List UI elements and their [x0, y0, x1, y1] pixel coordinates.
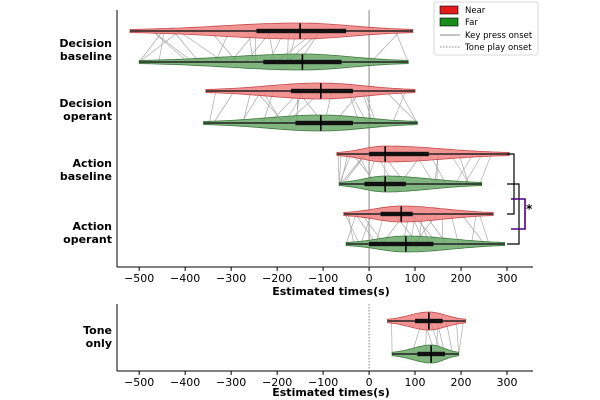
row-label-action-baseline-1: Action [73, 157, 112, 170]
x-tick-label: −100 [308, 376, 338, 389]
connector-group-0-line [178, 30, 225, 63]
bottom-x-ticks: −500 −400 −300 −200 −100 0 100 200 300 [124, 371, 518, 389]
row-label-tone-only-2: only [86, 337, 112, 350]
legend-near-swatch [439, 5, 459, 15]
connector-group-3-line [471, 213, 477, 245]
row-label-action-operant-2: operant [63, 233, 112, 246]
connector-group-3-line [347, 213, 355, 245]
legend-far-swatch [439, 17, 459, 27]
row-label-tone-only-1: Tone [83, 324, 112, 337]
connector-group-1-line [399, 90, 418, 124]
connector-group-2-line [337, 153, 340, 185]
row-label-decision-baseline-2: baseline [60, 50, 112, 63]
top-x-ticks: −500 −400 −300 −200 −100 0 100 200 300 [124, 267, 518, 285]
x-tick-label: −300 [216, 376, 246, 389]
x-tick-label: 100 [405, 272, 426, 285]
bracket-inner-far [507, 183, 520, 245]
significance-star: * [526, 202, 533, 216]
x-tick-label: −100 [308, 272, 338, 285]
connector-group-0-line [138, 30, 181, 63]
connector-group-tone-line [391, 320, 393, 355]
violin-far-3 [345, 235, 506, 253]
connector-group-2-line [464, 153, 483, 185]
connector-group-1-line [385, 90, 418, 124]
bracket-outer [511, 198, 526, 230]
legend-far-label: Far [465, 18, 478, 28]
connector-group-0-line [151, 30, 189, 63]
connector-group-2-line [338, 153, 342, 185]
top-panel: −500 −400 −300 −200 −100 0 100 200 300 Estimated… [116, 10, 533, 298]
violin-near-3-iqr-box [380, 211, 413, 217]
bottom-panel: −500 −400 −300 −200 −100 0 100 200 300 Estimated… [83, 304, 533, 399]
connector-group-3-line [478, 213, 490, 245]
connector-group-2-line [450, 153, 470, 185]
connector-group-tone-line [458, 320, 464, 355]
connector-group-2-line [479, 153, 492, 185]
bottom-x-axis-title: Estimated times(s) [272, 386, 390, 399]
bottom-violins [387, 311, 466, 364]
connector-group-3-line [360, 213, 372, 245]
connector-group-0-line [158, 30, 165, 63]
violin-near-0-iqr-box [256, 28, 347, 34]
connector-group-1-line [241, 90, 262, 124]
x-tick-label: −300 [216, 272, 246, 285]
violin-near-1 [205, 82, 416, 100]
x-tick-label: 300 [497, 272, 518, 285]
significance-brackets: * [507, 153, 533, 245]
x-tick-label: 300 [497, 376, 518, 389]
x-tick-label: −400 [170, 376, 200, 389]
legend-near-label: Near [465, 6, 486, 16]
top-x-axis-title: Estimated times(s) [272, 285, 390, 298]
top-violins [129, 22, 510, 253]
x-tick-label: 200 [451, 272, 472, 285]
connector-group-0-line [152, 30, 193, 63]
legend-key-press-label: Key press onset [465, 31, 533, 41]
x-tick-label: −400 [170, 272, 200, 285]
violin-far-1 [203, 114, 418, 132]
violin-far-2 [338, 175, 483, 193]
connector-group-2-line [454, 153, 474, 185]
connector-group-1-line [392, 90, 407, 124]
x-tick-label: −500 [124, 272, 154, 285]
connector-group-3-line [450, 213, 459, 245]
legend-tone-play-label: Tone play onset [464, 43, 532, 53]
top-row-labels: Decision baseline Decision operant Actio… [59, 37, 112, 246]
x-tick-label: −200 [262, 272, 292, 285]
violin-far-3-iqr-box [369, 241, 434, 247]
x-tick-label: −500 [124, 376, 154, 389]
row-label-decision-operant-2: operant [63, 110, 112, 123]
row-label-decision-operant-1: Decision [59, 97, 112, 110]
connector-group-tone-line [456, 320, 460, 355]
connector-group-1-line [213, 90, 235, 124]
violin-near-0 [129, 22, 414, 40]
violin-near-1-iqr-box [290, 88, 353, 94]
connector-group-3-line [461, 213, 485, 245]
violin-near-tone [387, 311, 466, 331]
violin-far-0 [138, 53, 409, 71]
row-label-decision-baseline-1: Decision [59, 37, 112, 50]
connector-group-2-line [338, 153, 352, 185]
x-tick-label: 200 [451, 376, 472, 389]
violin-near-2 [336, 145, 510, 163]
legend-frame [433, 1, 539, 56]
connector-group-3-line [344, 213, 360, 245]
row-label-action-baseline-2: baseline [60, 170, 112, 183]
connector-group-1-line [242, 90, 252, 124]
connector-group-0-line [395, 30, 409, 63]
x-tick-label: 0 [366, 376, 373, 389]
connector-group-2-line [340, 153, 349, 185]
violin-near-3 [343, 205, 494, 223]
connector-group-0-line [370, 30, 401, 63]
x-tick-label: −200 [262, 376, 292, 389]
x-tick-label: 100 [405, 376, 426, 389]
violin-near-2-iqr-box [369, 151, 429, 157]
x-tick-label: 0 [366, 272, 373, 285]
violin-far-tone [391, 344, 460, 364]
legend: Near Far Key press onset Tone play onset [433, 1, 539, 56]
connector-group-1-line [208, 90, 217, 124]
connector-group-0-line [173, 30, 200, 63]
violin-far-1-iqr-box [295, 120, 353, 126]
row-label-action-operant-1: Action [73, 220, 112, 233]
